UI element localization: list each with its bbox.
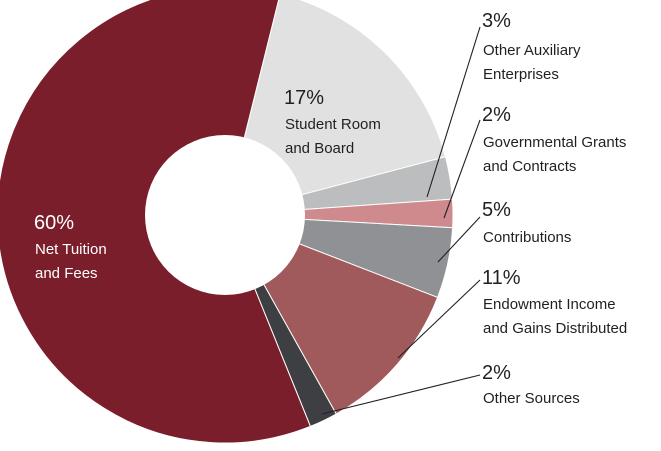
label-other-aux: 3% Other Auxiliary Enterprises — [482, 10, 581, 83]
other-sources-line1: Other Sources — [483, 390, 580, 407]
leader-line-other-aux — [426, 26, 481, 198]
net-tuition-pct: 60% — [34, 212, 74, 234]
label-net-tuition: 60% Net Tuition and Fees — [34, 212, 107, 282]
other-aux-line2: Enterprises — [483, 66, 559, 83]
endowment-line2: and Gains Distributed — [483, 320, 627, 337]
leader-lines — [321, 26, 481, 415]
leader-line-other-sources — [321, 374, 481, 415]
contributions-pct: 5% — [482, 199, 511, 221]
donut-hole — [145, 135, 305, 295]
room-board-pct: 17% — [284, 87, 324, 109]
room-board-line1: Student Room — [285, 116, 381, 133]
room-board-line2: and Board — [285, 140, 354, 157]
label-endowment: 11% Endowment Income and Gains Distribut… — [482, 267, 627, 337]
label-room-board: 17% Student Room and Board — [284, 87, 381, 157]
label-gov-grants: 2% Governmental Grants and Contracts — [482, 104, 626, 175]
net-tuition-line2: and Fees — [35, 265, 98, 282]
label-contributions: 5% Contributions — [482, 199, 571, 246]
gov-grants-line1: Governmental Grants — [483, 134, 626, 151]
other-aux-line1: Other Auxiliary — [483, 42, 581, 59]
endowment-pct: 11% — [482, 267, 521, 289]
leader-line-gov-grants — [443, 119, 481, 219]
other-aux-pct: 3% — [482, 10, 511, 32]
gov-grants-pct: 2% — [482, 104, 511, 126]
endowment-line1: Endowment Income — [483, 296, 616, 313]
leader-line-contributions — [437, 216, 481, 263]
net-tuition-line1: Net Tuition — [35, 241, 107, 258]
leader-line-endowment — [397, 279, 481, 359]
contributions-line1: Contributions — [483, 229, 571, 246]
gov-grants-line2: and Contracts — [483, 158, 576, 175]
other-sources-pct: 2% — [482, 362, 511, 384]
label-other-sources: 2% Other Sources — [482, 362, 580, 407]
